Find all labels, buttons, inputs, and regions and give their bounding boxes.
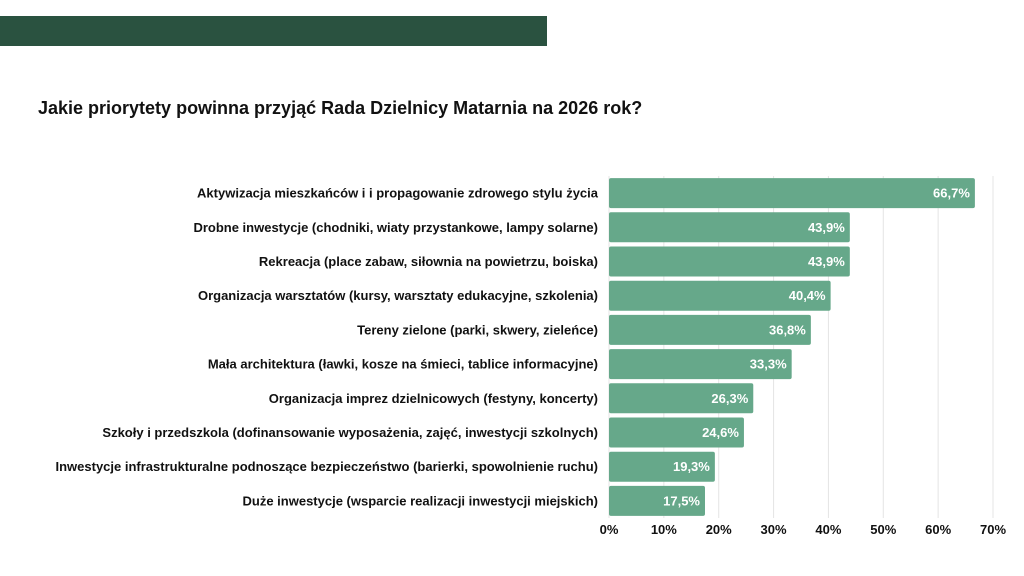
data-label: 26,3%	[711, 391, 748, 406]
bar	[609, 349, 792, 380]
data-label: 36,8%	[769, 322, 806, 337]
bar	[609, 451, 715, 482]
data-label: 17,5%	[663, 493, 700, 508]
data-label: 66,7%	[933, 186, 970, 201]
x-tick-label: 50%	[870, 522, 896, 537]
header-bar	[0, 16, 547, 46]
x-tick-label: 20%	[706, 522, 732, 537]
bar	[609, 246, 850, 277]
bar	[609, 212, 850, 243]
bar	[609, 314, 811, 345]
x-tick-label: 30%	[761, 522, 787, 537]
data-label: 24,6%	[702, 425, 739, 440]
bar	[609, 485, 705, 516]
category-label: Duże inwestycje (wsparcie realizacji inw…	[243, 493, 599, 508]
category-label: Szkoły i przedszkola (dofinansowanie wyp…	[102, 425, 598, 440]
bar	[609, 280, 831, 311]
x-tick-label: 0%	[600, 522, 619, 537]
x-tick-label: 40%	[815, 522, 841, 537]
category-label: Drobne inwestycje (chodniki, wiaty przys…	[193, 220, 598, 235]
category-label: Tereny zielone (parki, skwery, zieleńce)	[357, 322, 598, 337]
category-label: Inwestycje infrastrukturalne podnoszące …	[55, 459, 598, 474]
bar	[609, 383, 754, 414]
bar	[609, 178, 975, 209]
x-tick-label: 10%	[651, 522, 677, 537]
data-label: 40,4%	[789, 288, 826, 303]
chart-title: Jakie priorytety powinna przyjąć Rada Dz…	[38, 98, 643, 118]
category-label: Organizacja warsztatów (kursy, warsztaty…	[198, 288, 598, 303]
category-label: Organizacja imprez dzielnicowych (festyn…	[269, 391, 598, 406]
data-label: 43,9%	[808, 254, 845, 269]
x-tick-label: 70%	[980, 522, 1006, 537]
category-label: Aktywizacja mieszkańców i i propagowanie…	[197, 186, 599, 201]
data-label: 19,3%	[673, 459, 710, 474]
bar	[609, 417, 744, 448]
x-tick-label: 60%	[925, 522, 951, 537]
data-label: 43,9%	[808, 220, 845, 235]
category-label: Mała architektura (ławki, kosze na śmiec…	[208, 357, 598, 372]
data-label: 33,3%	[750, 357, 787, 372]
category-label: Rekreacja (place zabaw, siłownia na powi…	[259, 254, 598, 269]
